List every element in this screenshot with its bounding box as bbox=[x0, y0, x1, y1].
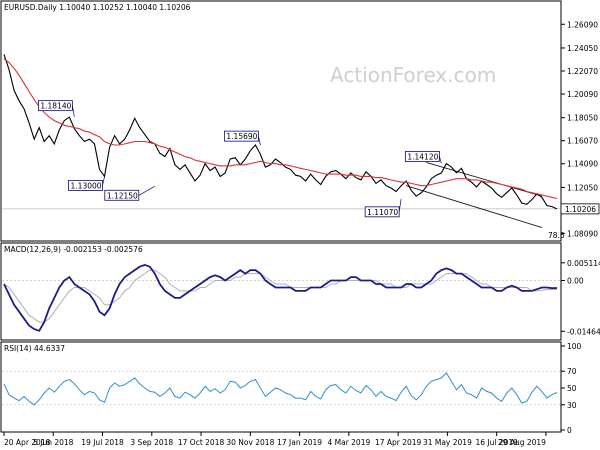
rsi-y-tick-label: 0 bbox=[567, 426, 572, 435]
price-y-tick-label: 1.18050 bbox=[567, 114, 598, 123]
ema-series bbox=[3, 58, 558, 200]
macd-y-tick-label: 0.00 bbox=[567, 277, 584, 286]
annotation-box bbox=[364, 206, 400, 218]
price-y-tick-label: 1.12050 bbox=[567, 183, 598, 192]
macd-y-ticks: 0.005114 0.00 -0.014647 bbox=[561, 259, 600, 336]
annotation-label: 1.11070 bbox=[367, 208, 398, 217]
price-annotations: 1.18140 1.13000 1.15690 1.12150 1.14120 1.110… bbox=[37, 100, 442, 218]
x-tick-label: 17 Oct 2018 bbox=[178, 438, 225, 447]
x-tick-label: 29 Aug 2019 bbox=[498, 438, 546, 447]
annotation-box bbox=[223, 130, 259, 142]
macd-header: MACD(12,26,9) -0.002153 -0.002576 bbox=[4, 245, 143, 254]
rsi-y-tick-label: 50 bbox=[567, 384, 577, 393]
price-line bbox=[3, 54, 558, 210]
price-y-tick-label: 1.08090 bbox=[567, 229, 598, 238]
annotation-box bbox=[37, 100, 73, 112]
x-tick-label: 17 Apr 2019 bbox=[375, 438, 422, 447]
x-tick-label: 31 May 2019 bbox=[423, 438, 472, 447]
current-price-box-rect bbox=[560, 203, 600, 215]
annotation-leader bbox=[138, 185, 155, 196]
current-price-box: 1.10206 bbox=[560, 203, 600, 215]
x-tick-label: 17 Jan 2019 bbox=[277, 438, 322, 447]
channel-upper-line bbox=[426, 162, 543, 197]
ema-line bbox=[3, 58, 558, 200]
rsi-y-tick-label: 70 bbox=[567, 367, 577, 376]
macd-signal-line bbox=[3, 269, 557, 323]
annotation-label: 1.12150 bbox=[107, 191, 138, 200]
macd-y-tick-label: 0.005114 bbox=[567, 259, 600, 268]
annotation-box bbox=[404, 150, 440, 162]
price-y-tick-label: 1.20090 bbox=[567, 90, 598, 99]
x-tick-label: 30 Nov 2018 bbox=[226, 438, 274, 447]
annotation-box bbox=[104, 189, 140, 201]
price-y-tick-label: 1.14090 bbox=[567, 160, 598, 169]
channel-lower-line bbox=[406, 185, 543, 228]
annotation-box bbox=[68, 179, 103, 191]
rsi-y-ticks: 100 70 50 30 0 bbox=[561, 342, 582, 435]
annotation-label: 1.15690 bbox=[226, 132, 257, 141]
price-channel bbox=[406, 162, 543, 228]
rsi-line bbox=[3, 372, 558, 406]
price-panel-frame bbox=[0, 0, 562, 242]
rsi-panel-frame bbox=[0, 341, 562, 433]
x-tick-label: 20 Apr 2018 bbox=[4, 438, 51, 447]
rsi-y-tick-label: 30 bbox=[567, 401, 577, 410]
rsi-y-tick-label: 100 bbox=[567, 342, 582, 351]
price-y-tick-label: 1.26090 bbox=[567, 20, 598, 29]
x-tick-label: 16 Jul 2019 bbox=[475, 438, 518, 447]
price-y-tick-label: 1.24050 bbox=[567, 44, 598, 53]
x-tick-label: 5 Jun 2018 bbox=[33, 438, 74, 447]
current-price-label: 1.10206 bbox=[565, 205, 596, 214]
fib-label: 78.6 bbox=[548, 231, 565, 240]
macd-series bbox=[3, 263, 558, 332]
annotation-label: 1.14120 bbox=[407, 152, 438, 161]
x-tick-label: 4 Mar 2019 bbox=[327, 438, 370, 447]
watermark: ActionForex.com bbox=[330, 63, 496, 87]
x-tick-label: 19 Jul 2018 bbox=[81, 438, 124, 447]
macd-panel-frame bbox=[0, 242, 562, 341]
price-header: EURUSD.Daily 1.10040 1.10252 1.10040 1.1… bbox=[4, 3, 191, 12]
rsi-header: RSI(14) 44.6337 bbox=[4, 344, 65, 353]
annotation-label: 1.13000 bbox=[71, 181, 102, 190]
rsi-series bbox=[3, 372, 558, 406]
price-y-ticks: 1.26090 1.24050 1.22070 1.20090 1.18050 1.160… bbox=[561, 20, 598, 238]
rsi-grid bbox=[2, 370, 560, 406]
macd-y-tick-label: -0.014647 bbox=[567, 327, 600, 336]
price-series bbox=[3, 54, 558, 210]
x-tick-label: 3 Sep 2018 bbox=[130, 438, 173, 447]
macd-main-line bbox=[3, 263, 558, 332]
annotation-label: 1.18140 bbox=[40, 102, 71, 111]
price-y-tick-label: 1.22070 bbox=[567, 67, 598, 76]
price-y-tick-label: 1.16070 bbox=[567, 137, 598, 146]
